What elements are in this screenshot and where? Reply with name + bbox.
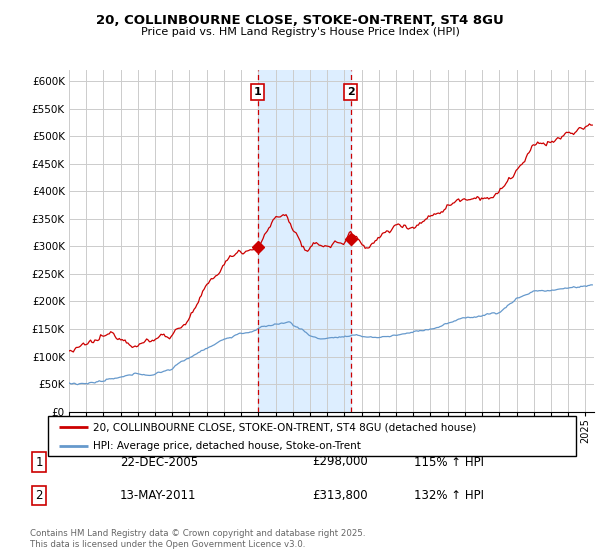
Text: Price paid vs. HM Land Registry's House Price Index (HPI): Price paid vs. HM Land Registry's House … bbox=[140, 27, 460, 37]
Text: Contains HM Land Registry data © Crown copyright and database right 2025.
This d: Contains HM Land Registry data © Crown c… bbox=[30, 529, 365, 549]
Text: 2: 2 bbox=[347, 87, 355, 97]
Text: HPI: Average price, detached house, Stoke-on-Trent: HPI: Average price, detached house, Stok… bbox=[93, 441, 361, 451]
Text: 2: 2 bbox=[35, 489, 43, 502]
Text: 22-DEC-2005: 22-DEC-2005 bbox=[120, 455, 198, 469]
Text: 132% ↑ HPI: 132% ↑ HPI bbox=[414, 489, 484, 502]
Text: 115% ↑ HPI: 115% ↑ HPI bbox=[414, 455, 484, 469]
FancyBboxPatch shape bbox=[48, 416, 576, 456]
Text: 1: 1 bbox=[35, 455, 43, 469]
Bar bbox=[258, 70, 351, 412]
Text: £313,800: £313,800 bbox=[312, 489, 368, 502]
Text: 13-MAY-2011: 13-MAY-2011 bbox=[120, 489, 197, 502]
Text: 1: 1 bbox=[254, 87, 262, 97]
Text: 20, COLLINBOURNE CLOSE, STOKE-ON-TRENT, ST4 8GU (detached house): 20, COLLINBOURNE CLOSE, STOKE-ON-TRENT, … bbox=[93, 422, 476, 432]
Text: 20, COLLINBOURNE CLOSE, STOKE-ON-TRENT, ST4 8GU: 20, COLLINBOURNE CLOSE, STOKE-ON-TRENT, … bbox=[96, 14, 504, 27]
Text: £298,000: £298,000 bbox=[312, 455, 368, 469]
